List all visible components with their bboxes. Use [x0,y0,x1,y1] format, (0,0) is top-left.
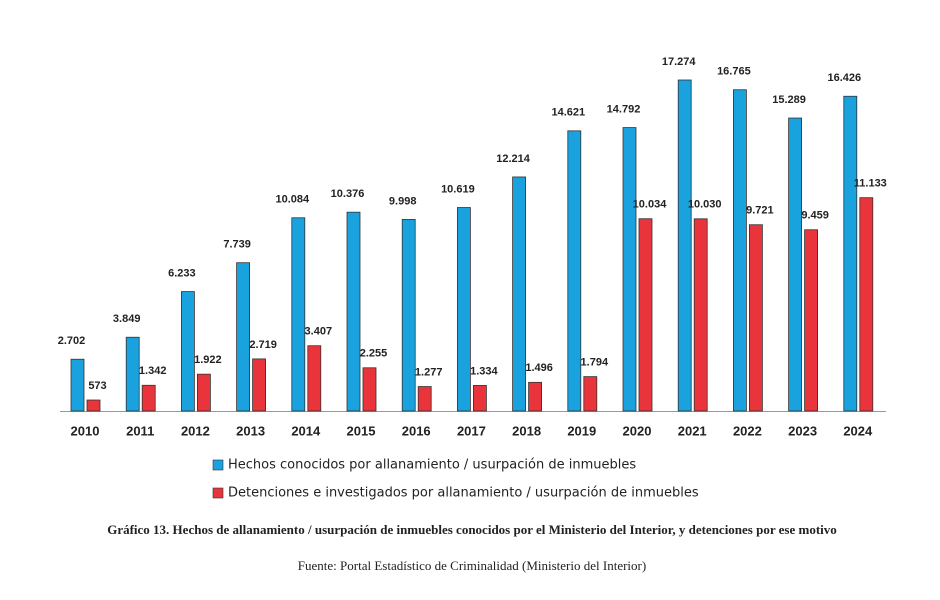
bar [804,229,818,412]
bar [291,217,306,412]
bar [362,367,377,412]
x-tick-label: 2012 [181,423,210,438]
x-tick-label: 2024 [843,423,873,438]
data-label: 16.765 [717,66,751,78]
bar [843,95,858,412]
data-label: 1.334 [470,365,498,377]
x-tick-label: 2022 [733,423,762,438]
bar [70,358,85,412]
data-label: 14.792 [607,103,641,115]
bar [252,358,267,412]
data-label: 3.849 [113,313,141,325]
data-label: 2.719 [249,339,277,351]
x-tick-label: 2015 [347,423,376,438]
x-tick-label: 2019 [567,423,596,438]
bar [638,218,653,412]
data-label: 10.030 [688,199,722,211]
bar [236,262,251,412]
data-label: 1.342 [139,365,167,377]
data-label: 12.214 [496,153,531,165]
x-tick-label: 2023 [788,423,817,438]
bar [86,399,101,412]
bar [401,219,416,412]
caption: Gráfico 13. Hechos de allanamiento / usu… [107,522,837,537]
bar [859,197,874,412]
x-tick-label: 2010 [71,423,100,438]
legend-label: Hechos conocidos por allanamiento / usur… [228,458,636,473]
bar [346,211,361,412]
bar [733,89,747,412]
data-label: 2.255 [360,348,388,360]
data-label: 9.998 [389,195,417,207]
bar [567,130,582,412]
bar [141,384,156,412]
data-label: 14.621 [551,107,585,119]
data-label: 9.459 [801,210,829,222]
data-label: 2.702 [58,335,86,347]
x-tick-label: 2018 [512,423,541,438]
x-tick-label: 2016 [402,423,431,438]
x-tick-label: 2011 [126,423,154,438]
legend-swatch [212,459,224,471]
bar [583,376,598,412]
bar [472,385,487,412]
data-label: 11.133 [854,178,887,190]
data-label: 6.233 [168,267,196,279]
data-label: 7.739 [223,239,251,251]
x-tick-label: 2021 [678,423,707,438]
x-tick-label: 2013 [236,423,265,438]
bar [528,381,542,412]
data-label: 1.922 [194,354,222,366]
bar [622,127,637,412]
bar [196,373,211,412]
data-label: 16.426 [827,72,861,84]
data-label: 10.619 [441,183,475,195]
bar [693,218,708,412]
bar [417,386,432,412]
data-label: 3.407 [305,326,333,338]
legend-swatch [212,487,224,499]
data-label: 1.496 [525,362,553,374]
data-label: 10.376 [331,188,365,200]
x-tick-label: 2017 [457,423,486,438]
source: Fuente: Portal Estadístico de Criminalid… [298,558,646,573]
data-label: 10.084 [275,194,310,206]
data-label: 1.277 [415,366,443,378]
x-tick-label: 2014 [291,423,321,438]
bar [180,291,195,412]
data-label: 1.794 [581,357,609,369]
bar [512,176,526,412]
data-label: 17.274 [662,56,697,68]
bar [677,79,692,412]
data-label: 9.721 [746,205,774,217]
data-label: 573 [88,380,106,392]
bar [788,117,802,412]
bar [125,336,140,412]
data-label: 10.034 [633,199,668,211]
legend-label: Detenciones e investigados por allanamie… [228,486,699,501]
x-tick-label: 2020 [623,423,652,438]
bar [749,224,763,412]
bar [456,207,471,412]
bar [307,345,322,412]
data-label: 15.289 [772,94,806,106]
